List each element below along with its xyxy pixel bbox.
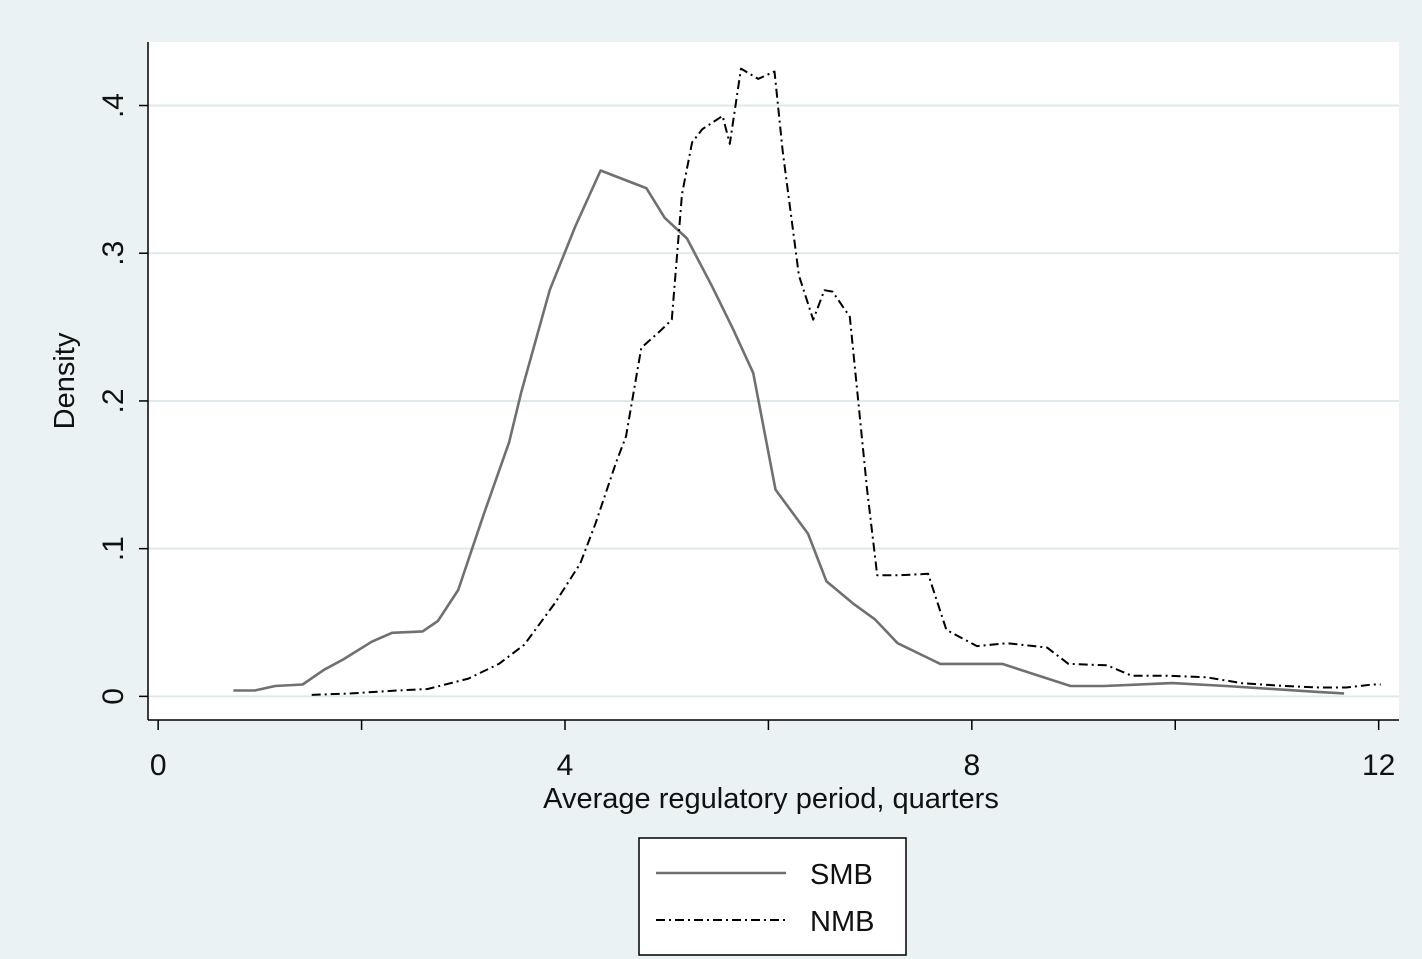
legend: SMB NMB (639, 838, 906, 955)
x-tick-label: 0 (150, 749, 167, 782)
y-tick-label: .4 (97, 93, 130, 118)
legend-label-smb: SMB (810, 859, 873, 891)
y-tick-label: .2 (97, 388, 130, 413)
y-tick-label: 0 (97, 688, 130, 705)
x-tick-label: 12 (1362, 749, 1395, 782)
x-ticks: 0 4 8 12 (150, 720, 1396, 782)
y-tick-label: .3 (97, 241, 130, 266)
legend-label-nmb: NMB (810, 906, 874, 938)
y-axis-title: Density (49, 332, 81, 429)
plot-area (148, 42, 1399, 720)
x-tick-label: 4 (557, 749, 574, 782)
y-ticks: 0 .1 .2 .3 .4 (97, 93, 148, 705)
y-tick-label: .1 (97, 536, 130, 561)
x-axis-title: Average regulatory period, quarters (543, 783, 999, 815)
x-tick-label: 8 (963, 749, 980, 782)
